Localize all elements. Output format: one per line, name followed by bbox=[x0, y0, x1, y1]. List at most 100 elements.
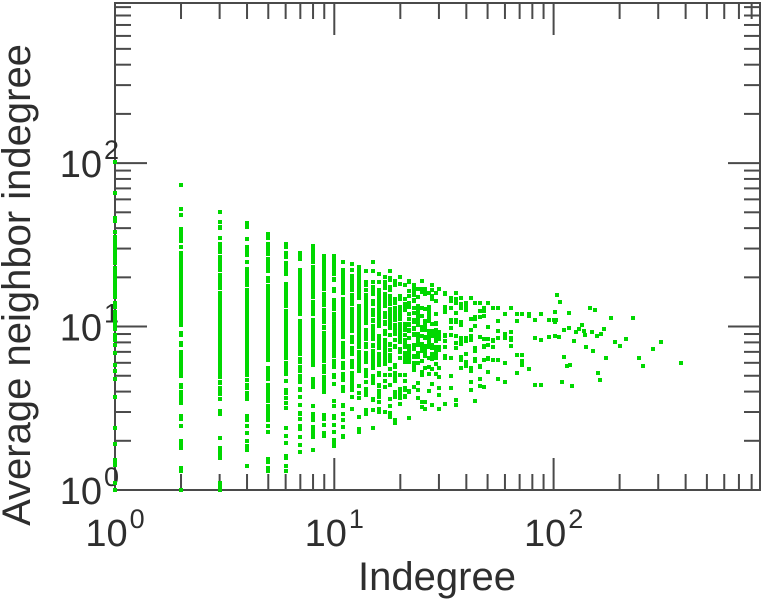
plot-point bbox=[311, 404, 315, 408]
plot-point bbox=[284, 301, 288, 305]
plot-point bbox=[570, 384, 574, 388]
plot-point bbox=[503, 361, 507, 365]
plot-point bbox=[469, 334, 473, 338]
plot-point bbox=[482, 385, 486, 389]
plot-point bbox=[416, 320, 420, 324]
plot-point bbox=[341, 412, 345, 416]
plot-point bbox=[266, 367, 270, 371]
plot-point bbox=[332, 265, 336, 269]
plot-point bbox=[341, 272, 345, 276]
plot-point bbox=[350, 371, 354, 375]
plot-point bbox=[298, 417, 302, 421]
plot-point bbox=[341, 311, 345, 315]
plot-point bbox=[430, 352, 434, 356]
plot-point bbox=[473, 324, 477, 328]
plot-point bbox=[388, 299, 392, 303]
plot-point bbox=[459, 306, 463, 310]
plot-point bbox=[311, 428, 315, 432]
plot-point bbox=[364, 369, 368, 373]
plot-point bbox=[459, 342, 463, 346]
plot-point bbox=[322, 347, 326, 351]
plot-point bbox=[350, 262, 354, 266]
plot-point bbox=[245, 366, 249, 370]
plot-point bbox=[580, 323, 584, 327]
plot-point bbox=[341, 327, 345, 331]
plot-point bbox=[388, 302, 392, 306]
plot-point bbox=[311, 361, 315, 365]
plot-point bbox=[449, 374, 453, 378]
plot-point bbox=[113, 481, 117, 485]
plot-point bbox=[332, 382, 336, 386]
plot-point bbox=[420, 328, 424, 332]
plot-point bbox=[407, 344, 411, 348]
plot-point bbox=[423, 336, 427, 340]
plot-point bbox=[416, 338, 420, 342]
plot-point bbox=[266, 418, 270, 422]
plot-point bbox=[383, 329, 387, 333]
plot-point bbox=[179, 342, 183, 346]
plot-point bbox=[371, 408, 375, 412]
plot-point bbox=[482, 358, 486, 362]
plot-point bbox=[388, 353, 392, 357]
plot-point bbox=[311, 385, 315, 389]
plot-point bbox=[598, 378, 602, 382]
plot-point bbox=[266, 387, 270, 391]
plot-point bbox=[298, 369, 302, 373]
plot-point bbox=[113, 219, 117, 223]
plot-point bbox=[266, 357, 270, 361]
plot-point bbox=[350, 346, 354, 350]
plot-point bbox=[245, 464, 249, 468]
plot-point bbox=[491, 306, 495, 310]
plot-point bbox=[388, 415, 392, 419]
plot-point bbox=[407, 312, 411, 316]
plot-point bbox=[547, 335, 551, 339]
plot-point bbox=[430, 367, 434, 371]
y-axis-label: Average neighbor indegree bbox=[0, 44, 39, 526]
plot-point bbox=[364, 337, 368, 341]
plot-point bbox=[332, 304, 336, 308]
plot-point bbox=[266, 261, 270, 265]
plot-point bbox=[218, 220, 222, 224]
plot-point bbox=[245, 321, 249, 325]
plot-point bbox=[332, 331, 336, 335]
plot-point bbox=[393, 395, 397, 399]
plot-point bbox=[371, 299, 375, 303]
plot-point bbox=[357, 292, 361, 296]
plot-point bbox=[555, 293, 559, 297]
plot-point bbox=[364, 342, 368, 346]
plot-point bbox=[298, 287, 302, 291]
plot-point bbox=[332, 404, 336, 408]
plot-point bbox=[398, 297, 402, 301]
plot-point bbox=[486, 301, 490, 305]
plot-point bbox=[284, 270, 288, 274]
plot-point bbox=[595, 334, 599, 338]
plot-point bbox=[322, 263, 326, 267]
plot-point bbox=[332, 345, 336, 349]
plot-point bbox=[364, 301, 368, 305]
plot-point bbox=[427, 356, 431, 360]
plot-point bbox=[218, 344, 222, 348]
plot-point bbox=[341, 335, 345, 339]
plot-point bbox=[464, 301, 468, 305]
plot-point bbox=[311, 425, 315, 429]
plot-point bbox=[322, 320, 326, 324]
plot-point bbox=[179, 361, 183, 365]
plot-point bbox=[371, 349, 375, 353]
plot-point bbox=[245, 424, 249, 428]
plot-point bbox=[311, 347, 315, 351]
plot-point bbox=[284, 286, 288, 290]
plot-point bbox=[509, 344, 513, 348]
plot-point bbox=[322, 300, 326, 304]
plot-point bbox=[218, 236, 222, 240]
plot-point bbox=[266, 264, 270, 268]
plot-point bbox=[266, 284, 270, 288]
plot-point bbox=[560, 380, 564, 384]
plot-point bbox=[412, 326, 416, 330]
plot-point bbox=[284, 426, 288, 430]
plot-point bbox=[218, 226, 222, 230]
plot-point bbox=[311, 290, 315, 294]
plot-point bbox=[437, 330, 441, 334]
plot-point bbox=[311, 280, 315, 284]
plot-point bbox=[218, 310, 222, 314]
plot-point bbox=[403, 379, 407, 383]
